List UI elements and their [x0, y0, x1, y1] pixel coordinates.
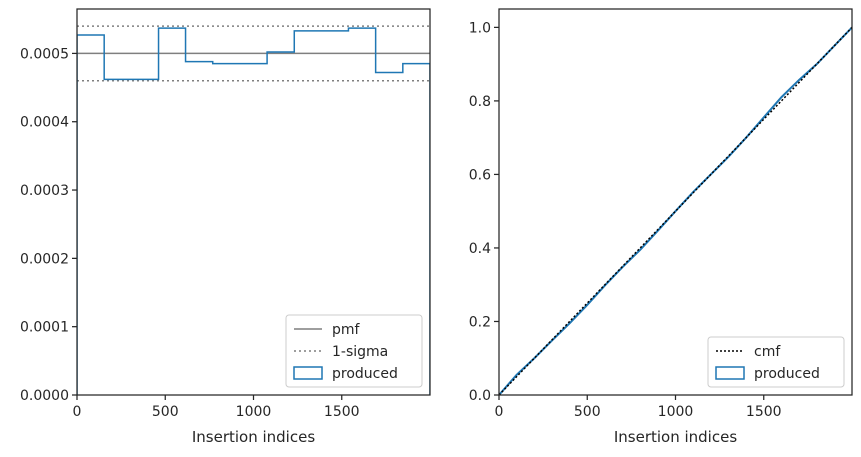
legend-label-0-0: pmf [332, 322, 361, 338]
produced-cdf-line [499, 26, 852, 395]
x-tick-label-1-3: 1500 [746, 404, 782, 420]
legend-label-0-2: produced [332, 366, 398, 382]
x-tick-label-0-3: 1500 [324, 404, 360, 420]
y-tick-label-0-0: 0.0000 [20, 388, 69, 404]
plot-area-0 [77, 25, 430, 395]
x-axis-label-1: Insertion indices [614, 428, 737, 446]
plot-area-1 [499, 26, 852, 395]
legend-key-produced-0 [293, 366, 323, 380]
y-tick-label-1-3: 0.6 [469, 167, 491, 183]
x-tick-label-0-1: 500 [152, 404, 179, 420]
x-tick-label-1-1: 500 [574, 404, 601, 420]
legend-key-produced-1 [715, 366, 745, 380]
x-tick-label-0-2: 1000 [236, 404, 272, 420]
x-axis-label-0: Insertion indices [192, 428, 315, 446]
y-tick-label-0-3: 0.0003 [20, 183, 69, 199]
y-tick-label-0-5: 0.0005 [20, 46, 69, 62]
cmf-line [499, 26, 852, 395]
y-tick-label-1-5: 1.0 [469, 20, 491, 36]
y-tick-label-1-4: 0.8 [469, 94, 491, 110]
y-tick-label-1-1: 0.2 [469, 314, 491, 330]
legend-box-1 [707, 336, 845, 388]
legend-box-0 [285, 314, 423, 388]
produced-step-series [77, 27, 430, 395]
y-tick-label-1-2: 0.4 [469, 241, 491, 257]
legend-label-0-1: 1-sigma [332, 344, 388, 360]
y-tick-label-0-1: 0.0001 [20, 320, 69, 336]
legend-label-1-1: produced [754, 366, 820, 382]
legend-label-1-0: cmf [754, 344, 781, 360]
y-tick-label-1-0: 0.0 [469, 388, 491, 404]
y-tick-label-0-2: 0.0002 [20, 251, 69, 267]
x-tick-label-0-0: 0 [73, 404, 82, 420]
x-tick-label-1-2: 1000 [658, 404, 694, 420]
y-tick-label-0-4: 0.0004 [20, 115, 69, 131]
x-tick-label-1-0: 0 [495, 404, 504, 420]
